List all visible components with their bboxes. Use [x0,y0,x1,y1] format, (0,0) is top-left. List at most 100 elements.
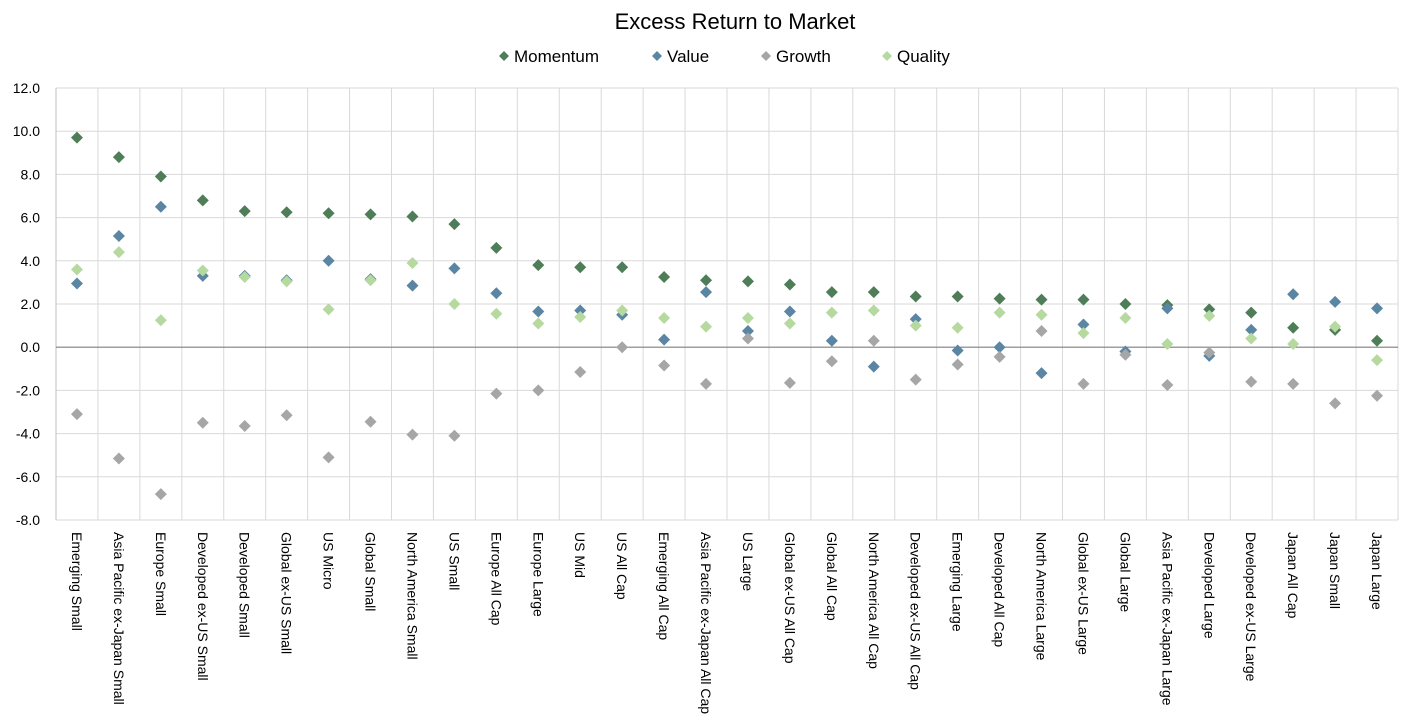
point-quality [616,304,629,317]
x-axis-ticks: Emerging Small Asia Pacific ex-Japan Smal… [69,532,1385,714]
point-momentum [867,286,880,299]
point-growth [1119,348,1132,361]
x-tick-label: Global ex-US All Cap [782,532,798,664]
point-quality [658,312,671,325]
x-tick-label: Japan Large [1369,532,1385,610]
point-momentum [364,208,377,221]
point-growth [574,366,587,379]
x-tick-label: Japan Small [1327,532,1343,609]
point-growth [1245,375,1258,388]
x-tick-label: North America Small [404,532,420,660]
x-tick-label: Emerging All Cap [656,532,672,640]
point-growth [406,428,419,441]
point-quality [322,303,335,316]
point-growth [1329,397,1342,410]
x-tick-label: US Micro [321,532,337,590]
point-growth [1203,346,1216,359]
point-value [951,344,964,357]
x-tick-label: Emerging Large [950,532,966,632]
point-quality [700,320,713,333]
point-quality [1035,308,1048,321]
point-momentum [783,278,796,291]
x-tick-label: Europe All Cap [488,532,504,626]
x-tick-label: Developed ex-US Large [1243,532,1259,682]
point-growth [1161,379,1174,391]
point-growth [700,377,713,390]
point-growth [783,376,796,389]
point-momentum [658,271,671,283]
y-tick-label: -8.0 [16,512,40,528]
y-tick-label: 4.0 [21,253,41,269]
chart-title: Excess Return to Market [615,9,856,34]
point-quality [1119,312,1132,325]
point-quality [112,246,125,259]
point-growth [112,452,125,465]
point-value [322,254,335,267]
horizontal-gridlines [56,87,1398,521]
legend-marker-growth [761,51,771,61]
point-growth [238,420,251,433]
point-quality [574,310,587,323]
point-momentum [700,274,713,287]
x-tick-label: US Large [740,532,756,591]
point-momentum [406,210,419,223]
y-tick-label: 0.0 [21,339,41,355]
point-quality [951,321,964,334]
point-quality [1329,320,1342,333]
point-growth [1287,377,1300,390]
point-growth [364,415,377,428]
point-momentum [448,218,461,231]
point-momentum [1119,298,1132,310]
x-tick-label: Asia Pacific ex-Japan Small [111,532,127,705]
point-momentum [70,131,83,144]
y-tick-label: 8.0 [21,166,41,182]
point-growth [196,416,209,429]
point-growth [280,409,293,422]
point-growth [532,384,545,397]
point-value [1161,302,1174,315]
data-points [70,131,1384,501]
point-growth [1371,389,1384,402]
point-value [1035,367,1048,380]
point-momentum [1371,334,1384,347]
x-tick-label: North America Large [1034,532,1050,661]
legend-marker-momentum [499,51,509,61]
legend: Momentum Value Growth Quality [499,47,950,66]
legend-label-value: Value [667,47,709,66]
x-tick-label: Developed Small [237,532,253,638]
x-tick-label: Global All Cap [824,532,840,621]
point-growth [490,387,503,400]
point-quality [867,304,880,317]
point-momentum [825,286,838,299]
legend-label-growth: Growth [776,47,831,66]
x-tick-label: Global Small [363,532,379,611]
point-growth [909,373,922,386]
point-growth [658,359,671,372]
point-quality [532,317,545,330]
point-momentum [238,205,251,218]
point-momentum [1287,321,1300,334]
point-value [406,279,419,292]
y-axis-ticks: 12.0 10.0 8.0 6.0 4.0 2.0 0.0 -2.0 -4.0 -6.0 -8.0 [13,80,40,528]
x-tick-label: Developed ex-US All Cap [908,532,924,690]
point-value [490,287,503,300]
y-tick-label: 2.0 [21,296,41,312]
point-value [867,360,880,373]
point-value [448,262,461,275]
point-quality [490,307,503,320]
point-momentum [532,259,545,272]
point-quality [825,306,838,319]
point-value [532,305,545,318]
point-value [1245,323,1258,336]
point-growth [867,334,880,347]
x-tick-label: Europe Small [153,532,169,616]
point-value [574,304,587,317]
point-growth [1035,325,1048,337]
point-value [1329,295,1342,308]
legend-marker-value [652,51,662,61]
point-quality [448,298,461,310]
point-quality [196,264,209,277]
point-momentum [196,194,209,207]
point-momentum [1077,293,1090,306]
